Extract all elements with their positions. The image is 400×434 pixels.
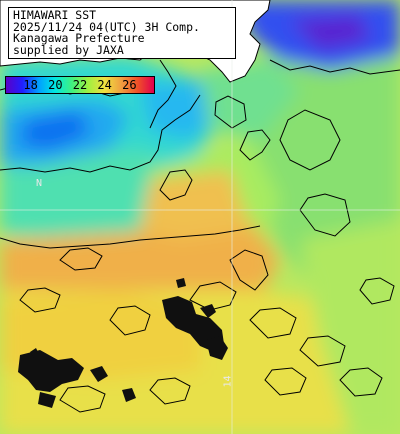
legend-tick-label: 20 — [48, 78, 63, 92]
legend-tick-label: 22 — [72, 78, 88, 92]
legend-tick-label: 26 — [122, 78, 137, 92]
legend-tick-label: 24 — [97, 78, 112, 92]
latitude-label: N — [36, 178, 43, 189]
contour-lines — [0, 59, 400, 413]
title-line-3: Kanagawa Prefecture — [13, 31, 145, 45]
legend-tick-label: 18 — [23, 78, 38, 92]
title-line-1: HIMAWARI SST — [13, 8, 97, 22]
longitude-label: 14 — [222, 375, 234, 388]
title-line-4: supplied by JAXA — [13, 42, 124, 57]
title-line-2: 2025/11/24 04(UTC) 3H Comp. — [13, 19, 200, 34]
nodata-patches — [18, 278, 228, 408]
legend-color-bar — [6, 77, 154, 93]
title-box: HIMAWARI SST 2025/11/24 04(UTC) 3H Comp.… — [8, 7, 236, 59]
color-legend: 18 20 22 24 26 — [5, 76, 155, 94]
